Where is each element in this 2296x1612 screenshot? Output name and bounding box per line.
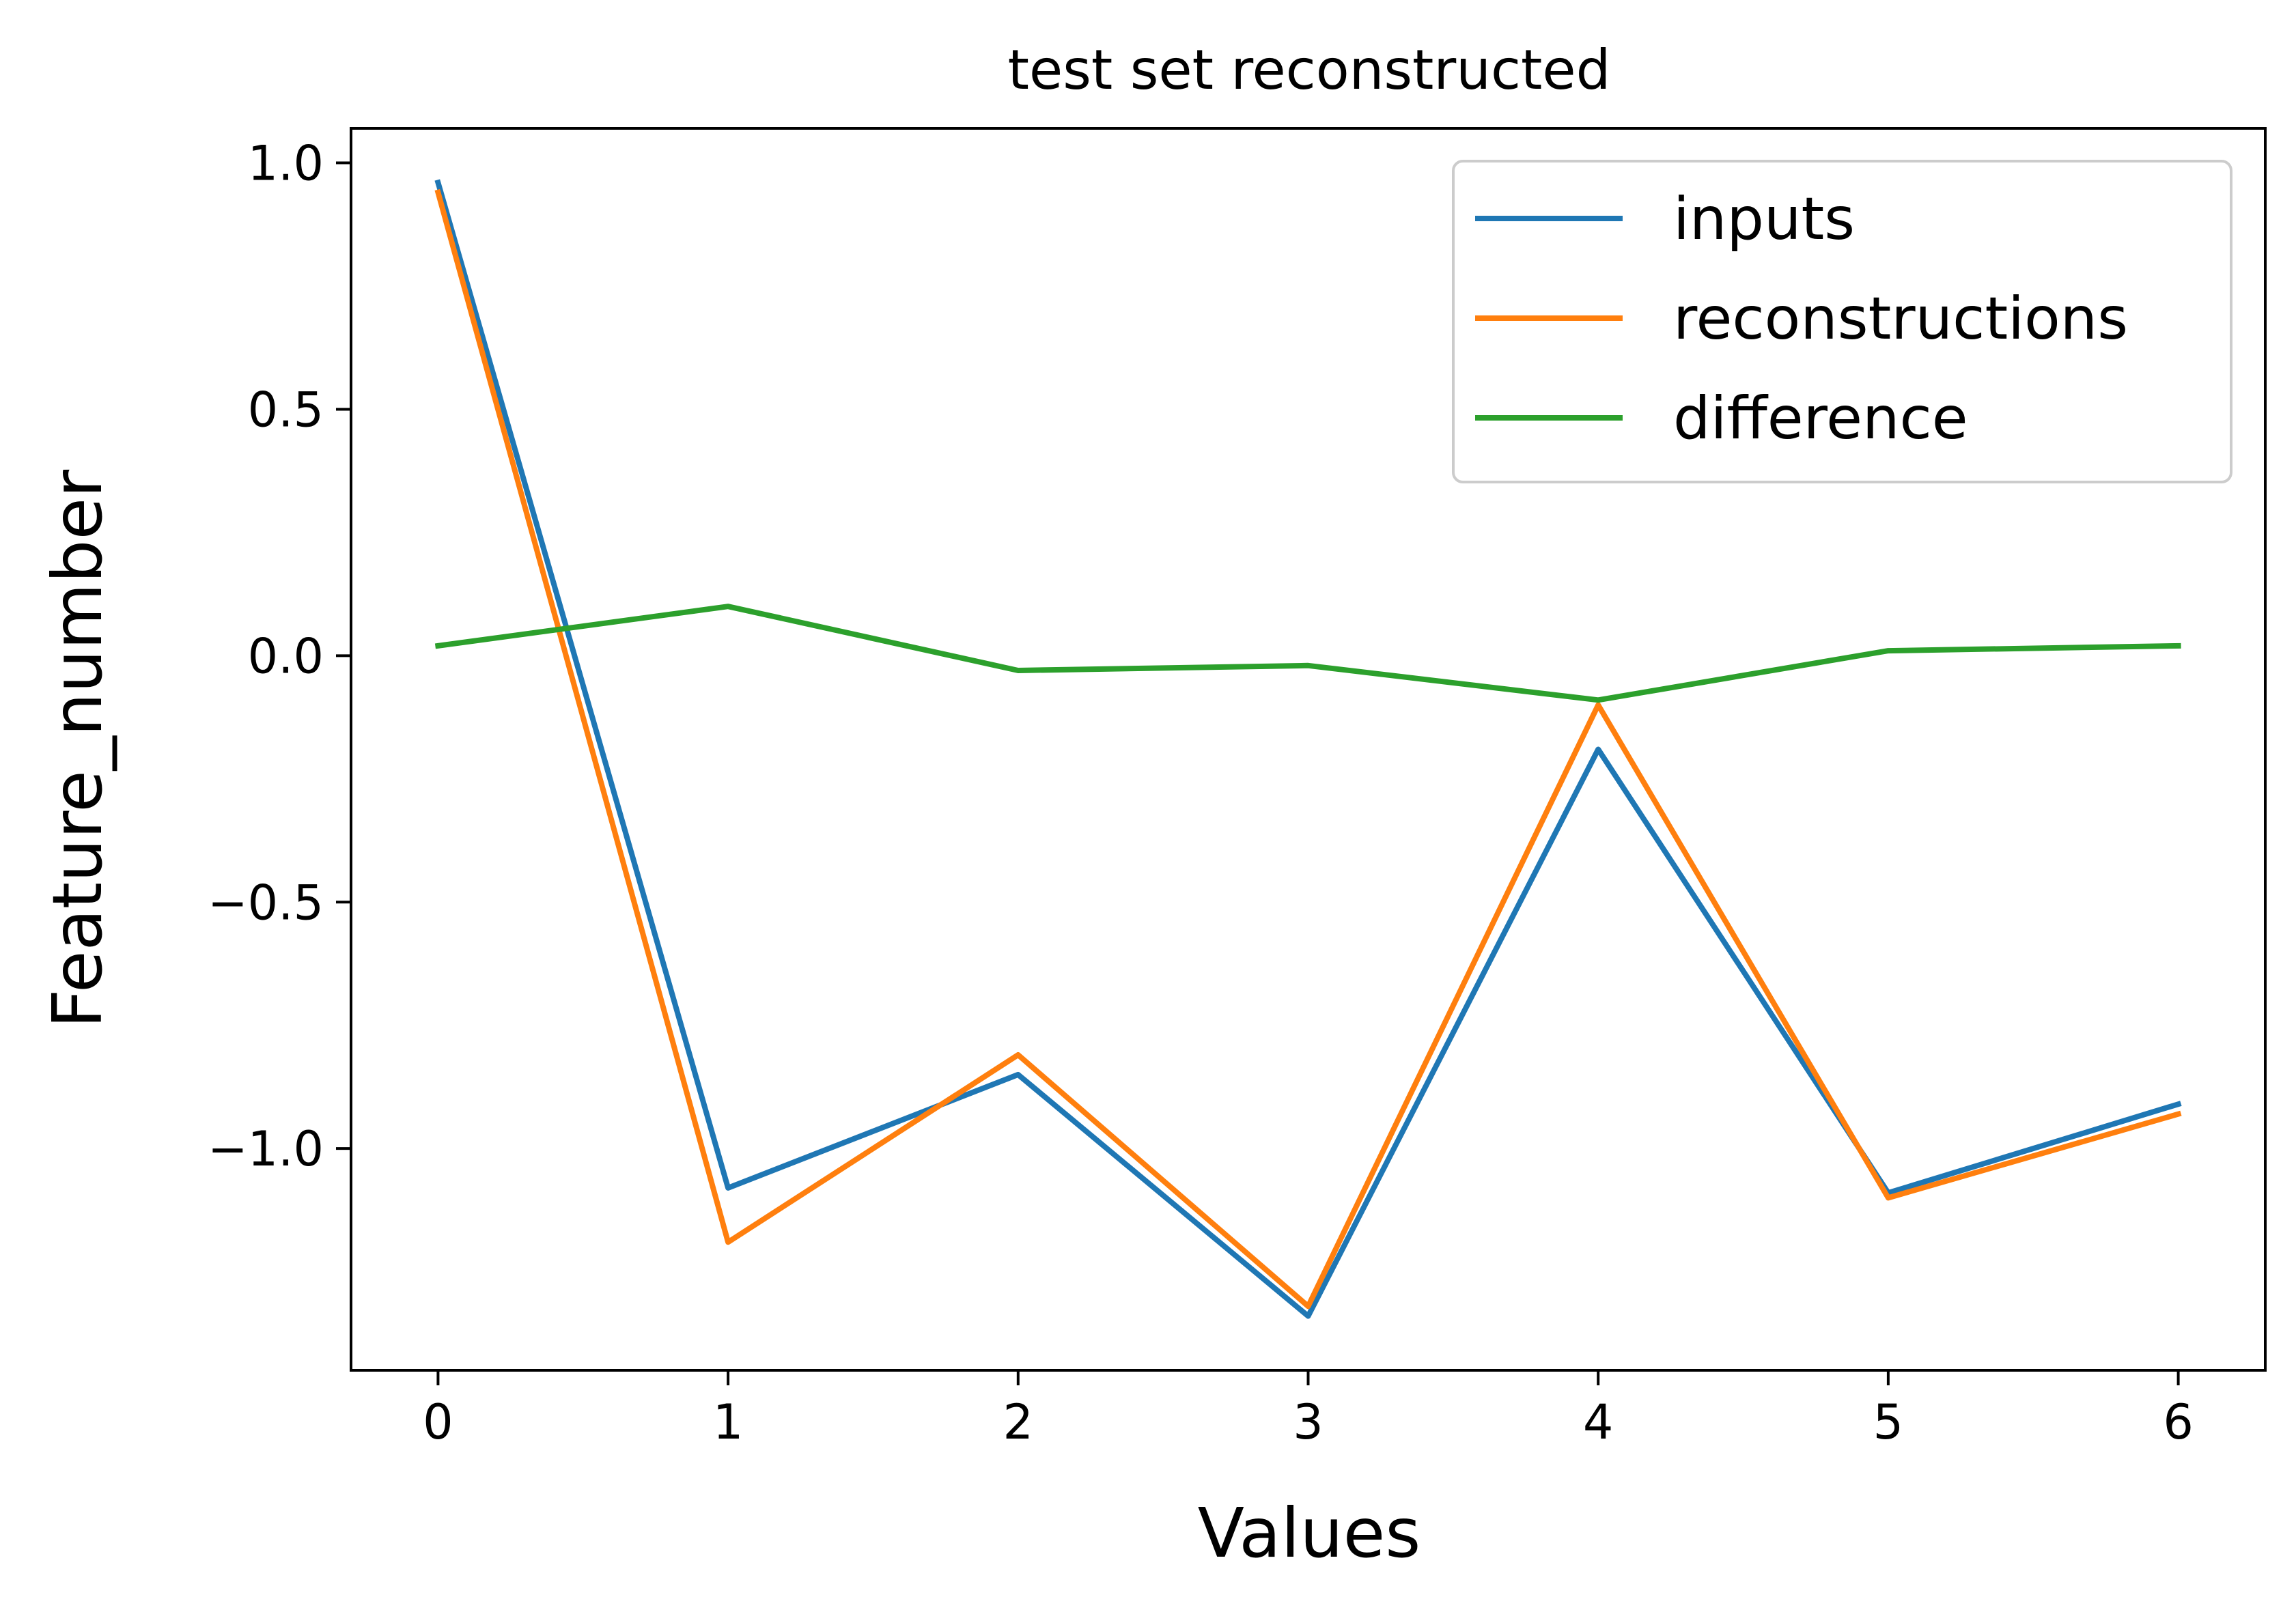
y-axis: 1.0 0.5 0.0 −0.5 −1.0	[208, 136, 351, 1177]
legend-frame	[1452, 160, 2232, 483]
series-line-reconstructions	[434, 188, 2182, 1310]
x-tick-label: 3	[1293, 1394, 1324, 1450]
y-tick-label: 0.5	[248, 382, 324, 438]
legend-label-inputs: inputs	[1673, 185, 1855, 253]
x-tick-label: 2	[1003, 1394, 1034, 1450]
x-axis-label: Values	[1198, 1493, 1421, 1573]
x-tick-label: 5	[1873, 1394, 1904, 1450]
x-tick-label: 1	[713, 1394, 744, 1450]
y-tick-label: 1.0	[248, 136, 324, 192]
x-tick-label: 0	[423, 1394, 453, 1450]
y-axis-label: Feature_number	[38, 469, 117, 1028]
legend-label-difference: difference	[1673, 384, 1968, 453]
y-tick-label: −1.0	[208, 1121, 324, 1177]
x-tick-label: 6	[2163, 1394, 2194, 1450]
legend-entries: inputs reconstructions difference	[1475, 185, 2128, 453]
series-layer	[434, 179, 2182, 1319]
x-axis: 0 1 2 3 4 5 6	[423, 1370, 2194, 1450]
y-tick-label: 0.0	[248, 628, 324, 684]
series-line-difference	[434, 604, 2181, 703]
chart-title: test set reconstructed	[1008, 38, 1611, 102]
legend: inputs reconstructions difference	[1452, 160, 2232, 483]
y-tick-label: −0.5	[208, 875, 324, 931]
legend-label-reconstructions: reconstructions	[1673, 285, 2128, 353]
x-tick-label: 4	[1583, 1394, 1614, 1450]
